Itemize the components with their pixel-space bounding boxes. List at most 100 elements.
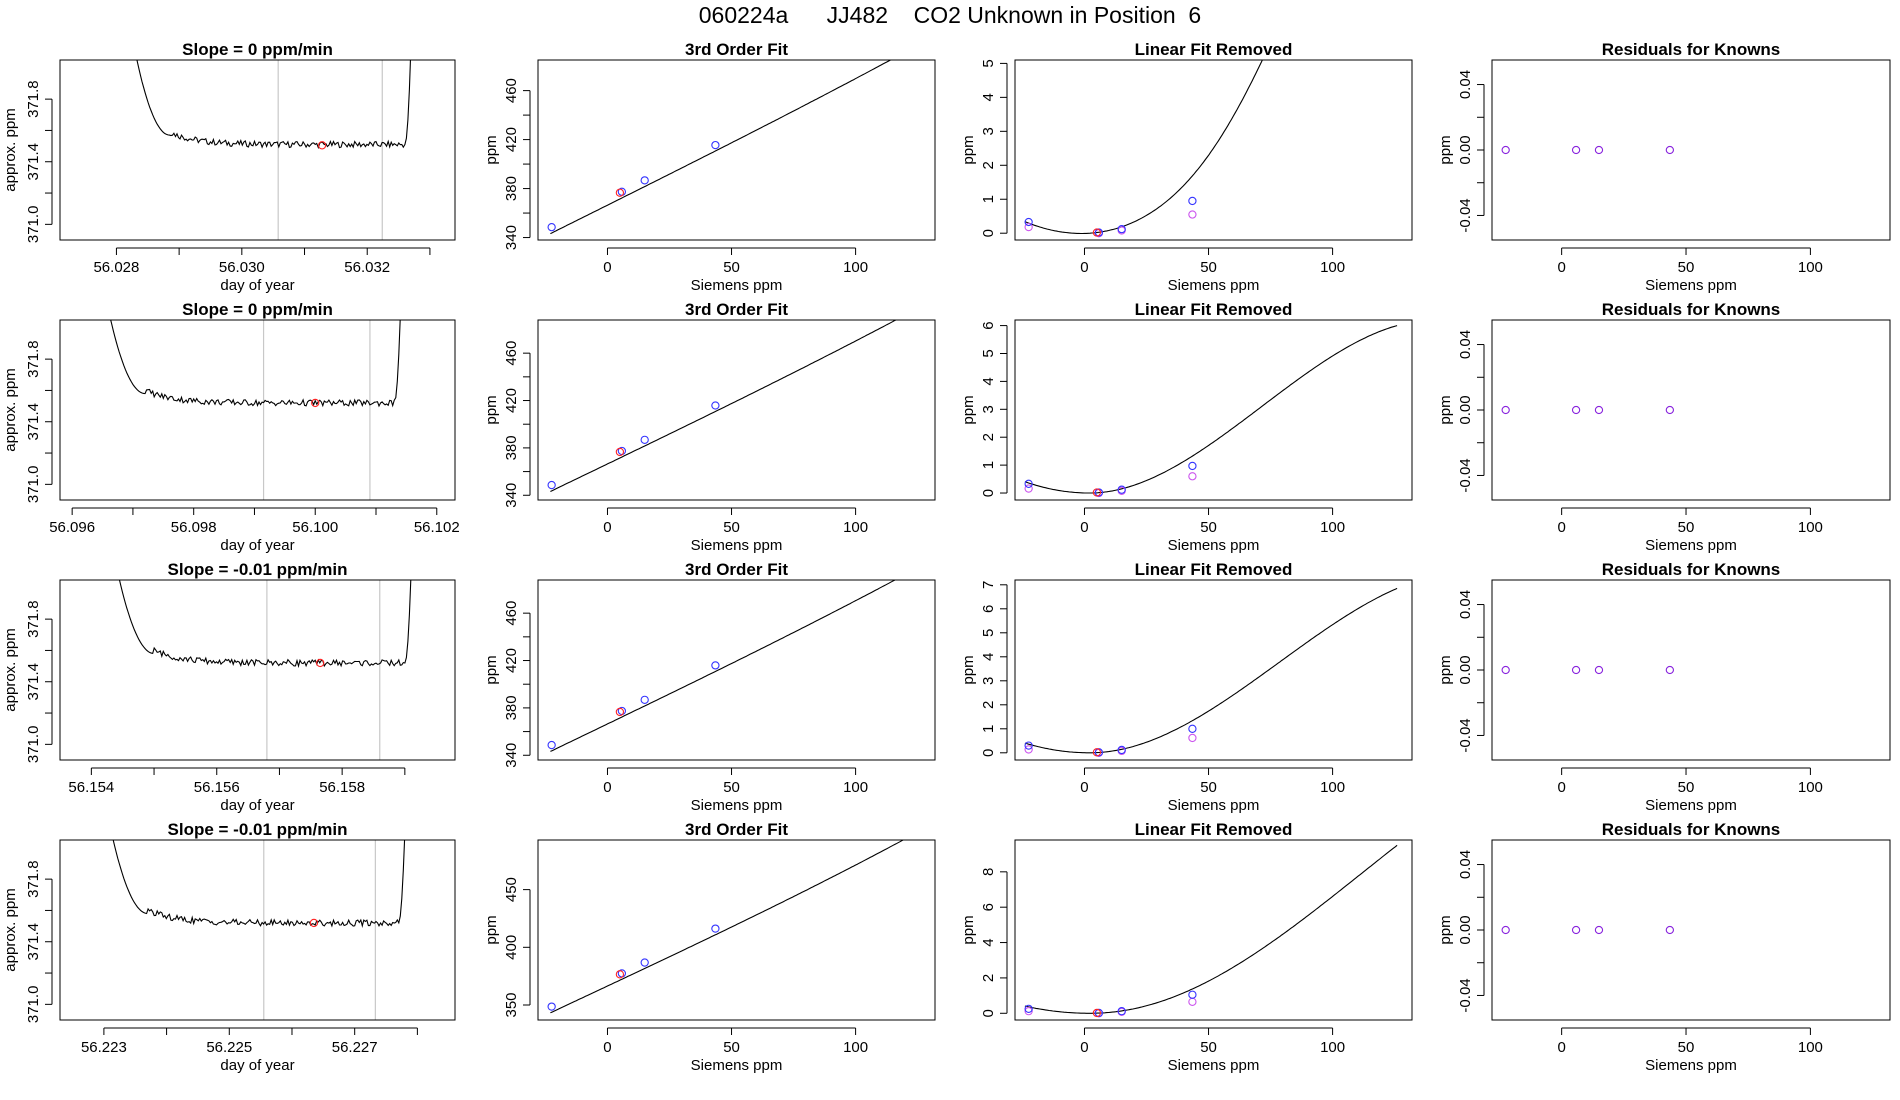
fit-curve [1024, 325, 1398, 494]
y-tick-label: 0 [980, 229, 997, 237]
x-tick-label: 50 [1200, 259, 1217, 276]
known-point [1117, 485, 1126, 494]
plot-frame [1491, 839, 1891, 1021]
y-tick-label: 3 [980, 127, 997, 135]
known-point [1024, 217, 1033, 227]
x-tick-label: 50 [1678, 779, 1695, 796]
y-tick-label: 1 [980, 195, 997, 203]
panel-r3-fit: 3rd Order Fit 0 50 100 Siemens ppm 340 380 420 4… [483, 560, 936, 814]
x-tick-label: 100 [843, 779, 868, 796]
unknown-point [1092, 1008, 1102, 1018]
y-axis-label: ppm [960, 395, 977, 424]
linear-removed-point [1188, 997, 1197, 1006]
x-tick-label: 56.028 [93, 259, 139, 276]
y-tick-label: 2 [980, 433, 997, 441]
plot-frame [1491, 319, 1891, 501]
y-axis-label: ppm [483, 655, 500, 684]
fit-curve [1024, 60, 1263, 235]
panel-r3-time: Slope = -0.01 ppm/min 56.154 56.156 56.158 d… [2, 560, 456, 814]
known-point [640, 695, 649, 704]
fit-curve [1024, 587, 1398, 754]
x-tick-label: 56.154 [68, 779, 114, 796]
y-tick-label: 2 [980, 701, 997, 709]
residual-point [1501, 405, 1510, 415]
x-axis: 0 50 100 Siemens ppm [1080, 1027, 1345, 1074]
y-tick-label: 2 [980, 974, 997, 982]
x-tick-label: 0 [603, 779, 611, 796]
x-tick-label: 100 [1798, 1039, 1823, 1056]
residual-point [1665, 145, 1675, 155]
x-tick-label: 100 [1320, 1039, 1345, 1056]
residual-point [1665, 925, 1675, 935]
panel-title: Residuals for Knowns [1602, 300, 1781, 319]
x-tick-label: 56.223 [81, 1039, 127, 1056]
x-axis: 0 50 100 Siemens ppm [1080, 247, 1345, 294]
unknown-point [1092, 488, 1102, 497]
y-tick-label: 371.0 [25, 206, 42, 244]
linear-removed-point [1188, 210, 1197, 219]
plot-frame [537, 59, 936, 241]
residual-point [1594, 925, 1604, 935]
y-tick-label: 420 [503, 388, 520, 413]
plot-frame [59, 579, 456, 761]
y-tick-label: 8 [980, 868, 997, 876]
y-tick-label: 0 [980, 489, 997, 497]
y-axis: -0.04 0.00 0.04 ppm [1437, 590, 1485, 753]
residual-point [1594, 405, 1604, 415]
linear-removed-point [1024, 745, 1033, 754]
x-tick-label: 0 [1080, 1039, 1088, 1056]
panel-title: Linear Fit Removed [1135, 820, 1293, 839]
x-axis-label: Siemens ppm [691, 797, 783, 814]
x-tick-label: 100 [1798, 779, 1823, 796]
panel-title: Slope = -0.01 ppm/min [168, 560, 348, 579]
x-axis: 0 50 100 Siemens ppm [603, 1027, 868, 1074]
unknown-point [1092, 228, 1102, 237]
x-tick-label: 50 [723, 519, 740, 536]
linear-removed-point [1024, 222, 1033, 232]
plot-frame [537, 839, 936, 1021]
plot-area [547, 580, 897, 752]
y-tick-label: 0.04 [1457, 330, 1474, 359]
y-axis-label: ppm [1437, 135, 1454, 164]
plot-area [1501, 925, 1675, 935]
plot-area [1024, 587, 1398, 757]
y-tick-label: 460 [503, 341, 520, 366]
y-axis-label: ppm [960, 655, 977, 684]
x-axis-label: Siemens ppm [691, 277, 783, 294]
y-tick-label: -0.04 [1457, 458, 1474, 492]
unknown-marker [311, 398, 320, 408]
y-tick-label: 2 [980, 161, 997, 169]
plot-area [547, 60, 892, 235]
x-axis-label: Siemens ppm [691, 537, 783, 554]
panel-r3-res: Residuals for Knowns 0 50 100 Siemens ppm -0.… [1437, 560, 1891, 814]
known-point [547, 480, 556, 490]
y-axis: -0.04 0.00 0.04 ppm [1437, 850, 1485, 1013]
x-axis-label: Siemens ppm [691, 1057, 783, 1074]
time-series-line [112, 840, 406, 928]
x-axis-label: Siemens ppm [1168, 537, 1260, 554]
x-tick-label: 50 [1200, 1039, 1217, 1056]
x-tick-label: 100 [1798, 259, 1823, 276]
panel-title: Slope = -0.01 ppm/min [168, 820, 348, 839]
x-axis-label: Siemens ppm [1645, 537, 1737, 554]
residual-point [1594, 145, 1604, 155]
x-tick-label: 100 [1320, 259, 1345, 276]
residual-point [1571, 665, 1581, 675]
plot-area [1501, 665, 1675, 675]
x-tick-label: 0 [603, 519, 611, 536]
linear-removed-point [1188, 472, 1197, 481]
known-point [547, 1002, 556, 1011]
y-axis: 0 1 2 3 4 5 6 7 ppm [960, 581, 1008, 757]
panel-r4-time: Slope = -0.01 ppm/min 56.223 56.225 56.227 d… [2, 820, 456, 1074]
residual-point [1665, 665, 1675, 675]
x-axis: 56.096 56.098 56.100 56.102 day of year [49, 507, 460, 554]
x-axis: 0 50 100 Siemens ppm [1080, 767, 1345, 814]
y-tick-label: 460 [503, 601, 520, 626]
x-axis-label: Siemens ppm [1645, 277, 1737, 294]
y-axis-label: approx. ppm [2, 108, 19, 191]
linear-removed-point [1024, 484, 1033, 493]
x-tick-label: 0 [1557, 259, 1565, 276]
plot-area [1501, 405, 1675, 415]
y-tick-label: 371.8 [25, 340, 42, 378]
y-tick-label: 371.0 [25, 726, 42, 764]
